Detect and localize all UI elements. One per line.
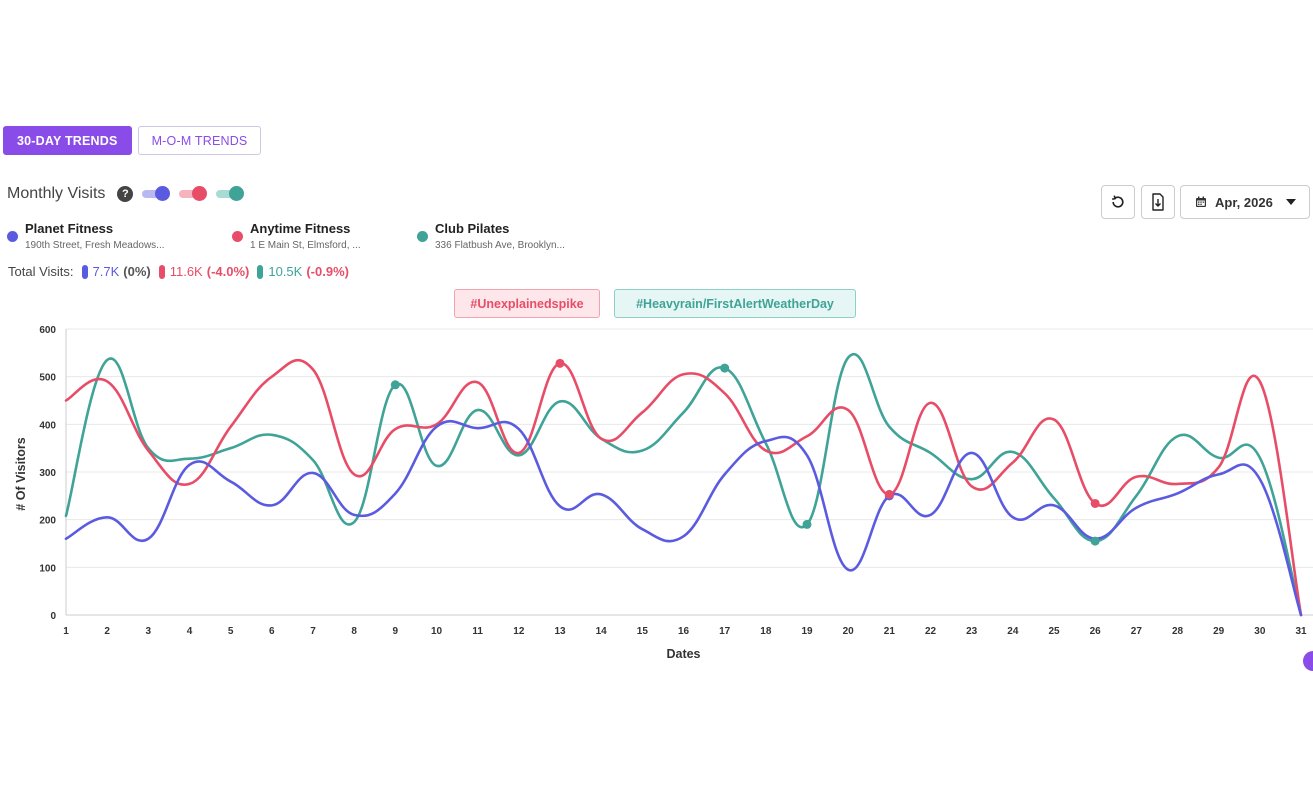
download-button[interactable] <box>1141 185 1175 219</box>
toggle-anytime-fitness[interactable] <box>179 186 208 202</box>
legend-name: Anytime Fitness <box>250 221 351 236</box>
x-tick-label: 31 <box>1295 626 1307 637</box>
legend-dot <box>7 231 18 242</box>
series-line-anytime-fitness <box>64 358 1303 617</box>
pill-anytime-fitness <box>158 264 165 279</box>
y-tick-label: 100 <box>39 563 56 574</box>
event-marker <box>390 380 400 390</box>
x-tick-label: 27 <box>1131 626 1143 637</box>
x-tick-label: 7 <box>310 626 316 637</box>
x-tick-label: 18 <box>760 626 772 637</box>
y-tick-label: 600 <box>39 325 56 336</box>
y-tick-label: 200 <box>39 516 56 527</box>
y-tick-label: 400 <box>39 420 56 431</box>
trend-tabs: 30-DAY TRENDS M-O-M TRENDS <box>3 126 262 155</box>
x-tick-label: 19 <box>801 626 813 637</box>
legend-address: 1 E Main St, Elmsford, ... <box>250 240 361 251</box>
x-tick-label: 1 <box>63 626 69 637</box>
total-value-planet-fitness: 7.7K <box>92 264 120 279</box>
reset-button[interactable] <box>1101 185 1135 219</box>
legend-dot <box>417 231 428 242</box>
x-tick-label: 6 <box>269 626 275 637</box>
y-tick-label: 500 <box>39 373 56 384</box>
event-marker <box>720 363 730 373</box>
event-marker <box>1090 536 1100 546</box>
monthly-visits-header: Monthly Visits ? <box>7 185 245 203</box>
toggle-club-pilates[interactable] <box>216 186 245 202</box>
y-axis-title: # Of Visitors <box>14 437 28 510</box>
legend-address: 190th Street, Fresh Meadows... <box>25 240 165 251</box>
x-tick-label: 22 <box>925 626 937 637</box>
total-pct-planet-fitness: (0%) <box>123 264 151 279</box>
date-picker[interactable]: Apr, 2026 <box>1180 185 1310 219</box>
x-tick-label: 17 <box>719 626 731 637</box>
x-axis-title: Dates <box>666 647 700 661</box>
toggle-planet-fitness[interactable] <box>142 186 171 202</box>
x-tick-label: 10 <box>431 626 443 637</box>
total-value-club-pilates: 10.5K <box>268 264 303 279</box>
y-tick-label: 0 <box>50 611 56 622</box>
date-label: Apr, 2026 <box>1215 194 1273 210</box>
x-tick-label: 30 <box>1254 626 1266 637</box>
help-icon[interactable]: ? <box>117 186 134 202</box>
series-line-club-pilates <box>64 353 1303 617</box>
x-tick-label: 24 <box>1007 626 1019 637</box>
section-title: Monthly Visits <box>7 185 106 202</box>
reset-icon <box>1112 195 1124 208</box>
tab-30-day-trends[interactable]: 30-DAY TRENDS <box>3 126 132 155</box>
legend-address: 336 Flatbush Ave, Brooklyn... <box>435 240 565 251</box>
x-tick-label: 12 <box>513 626 525 637</box>
legend-name: Club Pilates <box>435 221 510 236</box>
series-line-planet-fitness <box>64 420 1303 617</box>
x-tick-label: 5 <box>228 626 234 637</box>
pill-club-pilates <box>257 264 264 279</box>
x-tick-label: 4 <box>187 626 193 637</box>
y-tick-label: 300 <box>39 468 56 479</box>
x-tick-label: 25 <box>1048 626 1060 637</box>
x-tick-label: 28 <box>1172 626 1184 637</box>
total-pct-anytime-fitness: (-4.0%) <box>206 264 250 279</box>
x-tick-label: 16 <box>678 626 690 637</box>
x-tick-label: 11 <box>472 626 483 637</box>
x-tick-label: 21 <box>884 626 896 637</box>
x-tick-label: 15 <box>637 626 649 637</box>
event-tag-unexplained-spike[interactable]: #Unexplainedspike <box>454 289 600 318</box>
total-visits: Total Visits: 7.7K (0%) 11.6K (-4.0%) 10… <box>8 264 349 279</box>
total-pct-club-pilates: (-0.9%) <box>306 264 349 279</box>
corner-badge <box>1303 651 1313 671</box>
legend-name: Planet Fitness <box>25 221 114 236</box>
x-tick-label: 9 <box>393 626 399 637</box>
calendar-icon <box>1196 196 1206 207</box>
x-tick-label: 14 <box>596 626 608 637</box>
tab-mom-trends[interactable]: M-O-M TRENDS <box>137 126 262 155</box>
x-tick-label: 13 <box>554 626 566 637</box>
event-marker <box>1090 498 1100 508</box>
download-icon <box>1152 193 1164 211</box>
pill-planet-fitness <box>81 264 88 279</box>
x-tick-label: 20 <box>843 626 855 637</box>
x-tick-label: 23 <box>966 626 978 637</box>
event-marker <box>884 489 894 499</box>
total-value-anytime-fitness: 11.6K <box>169 264 203 279</box>
event-marker <box>802 519 812 529</box>
x-tick-label: 8 <box>351 626 357 637</box>
x-tick-label: 3 <box>146 626 152 637</box>
event-tag-heavy-rain[interactable]: #Heavyrain/FirstAlertWeatherDay <box>614 289 856 318</box>
total-visits-label: Total Visits: <box>8 264 74 279</box>
event-marker <box>555 358 565 368</box>
x-tick-label: 26 <box>1090 626 1102 637</box>
x-tick-label: 29 <box>1213 626 1225 637</box>
x-tick-label: 2 <box>104 626 110 637</box>
chevron-down-icon <box>1285 199 1296 205</box>
legend-dot <box>232 231 243 242</box>
